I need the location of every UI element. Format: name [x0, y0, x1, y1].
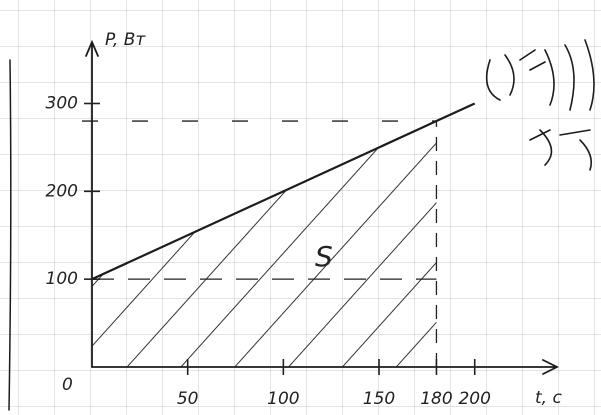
y-tick-label: 200 [46, 181, 78, 201]
x-axis-label: t, с [535, 388, 562, 408]
y-axis [85, 39, 99, 368]
scribbles [485, 39, 595, 171]
x-tick-label: 150 [363, 389, 395, 409]
x-axis [91, 359, 560, 375]
data-line [91, 102, 476, 281]
hatched-area [92, 121, 437, 368]
origin-label: 0 [62, 375, 73, 395]
x-tick-label: 100 [267, 389, 299, 409]
y-tick-label: 300 [46, 93, 78, 113]
x-tick-label: 180 [420, 389, 452, 409]
x-tick-label: 50 [177, 389, 199, 409]
y-tick-label: 100 [46, 269, 78, 289]
y-axis-label: P, Вт [105, 30, 146, 50]
x-tick-label: 200 [458, 389, 490, 409]
margin-stroke [8, 59, 12, 411]
